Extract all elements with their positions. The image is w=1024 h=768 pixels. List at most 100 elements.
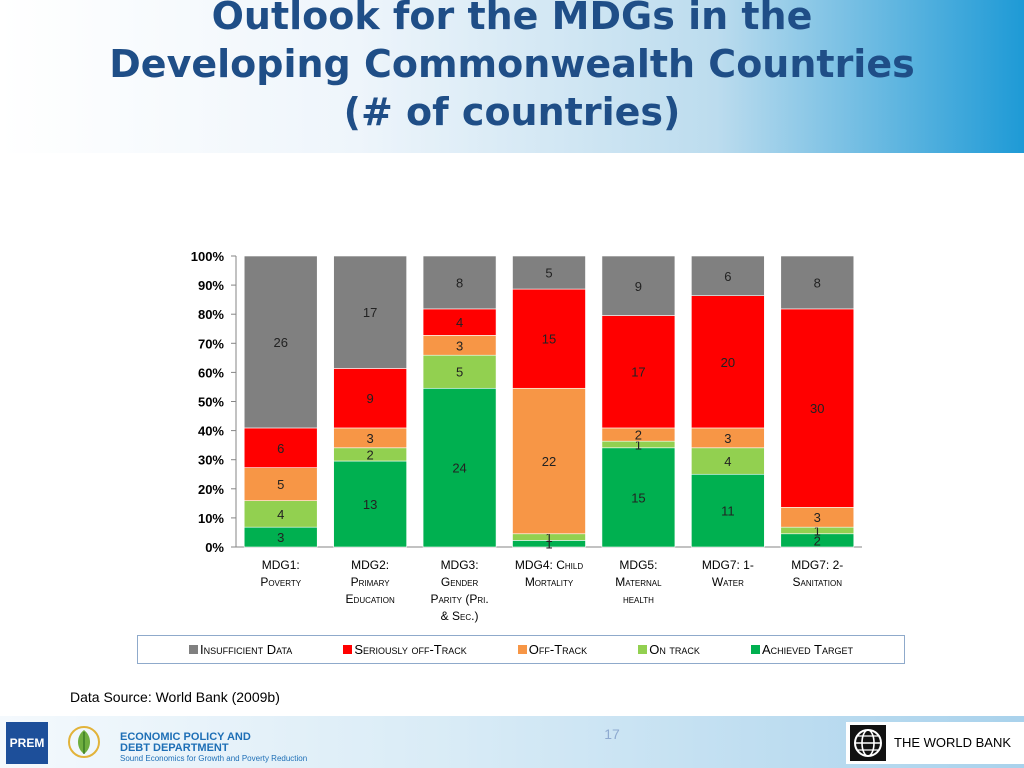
data-label: 11 bbox=[721, 504, 735, 519]
department-line-1: ECONOMIC POLICY AND bbox=[120, 731, 251, 743]
x-category-label: Water bbox=[712, 575, 744, 589]
legend-swatch bbox=[750, 645, 760, 654]
department-name: ECONOMIC POLICY AND DEBT DEPARTMENT Soun… bbox=[120, 732, 307, 764]
bar-segment-achieved-target bbox=[601, 447, 676, 548]
x-category-label: Parity (Pri. bbox=[430, 592, 488, 606]
data-label: 1 bbox=[545, 530, 552, 545]
x-category-label: health bbox=[623, 592, 654, 606]
x-category-label: Poverty bbox=[260, 575, 301, 589]
data-label: 9 bbox=[367, 391, 374, 406]
data-label: 5 bbox=[277, 477, 284, 492]
world-bank-logo: THE WORLD BANK bbox=[846, 722, 1024, 764]
legend-swatch bbox=[189, 645, 199, 654]
y-tick-label: 0% bbox=[205, 540, 224, 555]
y-tick-label: 10% bbox=[198, 511, 224, 526]
x-category-label: MDG4: Child bbox=[515, 558, 583, 572]
y-tick-label: 20% bbox=[198, 482, 224, 497]
y-tick-label: 90% bbox=[198, 278, 224, 293]
y-tick-label: 50% bbox=[198, 395, 224, 410]
data-label: 3 bbox=[724, 431, 731, 446]
chart-legend: Insufficient Data Seriously off-Track Off-… bbox=[137, 635, 905, 664]
slide-title: Outlook for the MDGs in the Developing C… bbox=[0, 0, 1024, 136]
bar-segment-insufficient-data bbox=[601, 255, 676, 316]
data-label: 15 bbox=[542, 332, 556, 347]
x-category-label: MDG3: bbox=[441, 558, 479, 572]
legend-swatch bbox=[343, 645, 353, 654]
data-label: 13 bbox=[363, 497, 377, 512]
world-bank-name: THE WORLD BANK bbox=[894, 735, 1012, 750]
y-tick-label: 60% bbox=[198, 365, 224, 380]
legend-label: Insufficient Data bbox=[200, 642, 293, 657]
data-label: 6 bbox=[277, 441, 284, 456]
leaf-logo-icon bbox=[68, 726, 100, 758]
title-line-1: Outlook for the MDGs in the bbox=[211, 0, 813, 38]
y-tick-label: 100% bbox=[191, 249, 225, 264]
data-label: 1 bbox=[545, 537, 552, 552]
bar-segment-seriously-off-track bbox=[333, 368, 407, 429]
bar-segment-seriously-off-track bbox=[601, 315, 676, 429]
bar-segment-seriously-off-track bbox=[780, 308, 855, 508]
y-tick-label: 80% bbox=[198, 307, 224, 322]
title-banner: Outlook for the MDGs in the Developing C… bbox=[0, 0, 1024, 153]
bar-segment-insufficient-data bbox=[333, 255, 407, 369]
title-line-2: Developing Commonwealth Countries bbox=[109, 42, 915, 86]
legend-label: Achieved Target bbox=[761, 642, 853, 657]
x-category-label: Maternal bbox=[615, 575, 662, 589]
bar-segment-off-track bbox=[243, 467, 318, 502]
legend-item: Seriously off-Track bbox=[343, 642, 467, 657]
x-category-label: Mortality bbox=[525, 575, 574, 589]
data-label: 4 bbox=[277, 507, 284, 522]
x-category-label: & Sec.) bbox=[441, 609, 479, 623]
data-label: 6 bbox=[724, 269, 731, 284]
x-category-label: Sanitation bbox=[793, 575, 843, 589]
x-category-label: MDG2: bbox=[351, 558, 389, 572]
legend-label: On track bbox=[649, 642, 700, 657]
data-label: 3 bbox=[367, 431, 374, 446]
x-category-label: MDG7: 1- bbox=[702, 558, 754, 572]
bar-segment-insufficient-data bbox=[691, 255, 765, 296]
x-category-label: MDG5: bbox=[619, 558, 657, 572]
legend-label: Off-Track bbox=[528, 642, 588, 657]
prem-logo: PREM bbox=[6, 722, 48, 764]
data-label: 30 bbox=[810, 401, 824, 416]
legend-item: Insufficient Data bbox=[189, 642, 292, 657]
bar-segment-off-track bbox=[512, 387, 586, 535]
bar-segment-insufficient-data bbox=[243, 255, 318, 429]
bar-segment-insufficient-data bbox=[422, 255, 497, 310]
data-label: 17 bbox=[363, 305, 377, 320]
x-category-label: Primary bbox=[351, 575, 391, 589]
y-tick-label: 70% bbox=[198, 336, 224, 351]
data-label: 3 bbox=[814, 510, 821, 525]
data-label: 24 bbox=[452, 461, 466, 476]
data-label: 9 bbox=[635, 279, 642, 294]
legend-swatch bbox=[638, 645, 648, 654]
data-label: 17 bbox=[631, 365, 645, 380]
legend-item: On track bbox=[638, 642, 700, 657]
data-label: 2 bbox=[635, 428, 642, 443]
x-category-label: Education bbox=[346, 592, 395, 606]
bar-segment-seriously-off-track bbox=[512, 288, 586, 389]
globe-icon bbox=[850, 725, 886, 761]
data-label: 26 bbox=[273, 335, 287, 350]
data-label: 4 bbox=[456, 315, 463, 330]
bar-segment-insufficient-data bbox=[512, 255, 586, 290]
data-label: 5 bbox=[545, 266, 552, 281]
data-label: 2 bbox=[814, 533, 821, 548]
y-tick-label: 40% bbox=[198, 424, 224, 439]
bar-segment-insufficient-data bbox=[780, 255, 855, 310]
data-label: 8 bbox=[814, 275, 821, 290]
bar-segment-seriously-off-track bbox=[691, 295, 765, 429]
legend-item: Achieved Target bbox=[750, 642, 853, 657]
department-line-2: DEBT DEPARTMENT bbox=[120, 742, 229, 754]
data-source: Data Source: World Bank (2009b) bbox=[70, 689, 280, 705]
data-label: 2 bbox=[367, 447, 374, 462]
data-label: 3 bbox=[277, 530, 284, 545]
legend-item: Off-Track bbox=[517, 642, 588, 657]
data-label: 4 bbox=[724, 454, 731, 469]
bar-segment-on-track bbox=[243, 500, 318, 528]
department-tagline: Sound Economics for Growth and Poverty R… bbox=[120, 754, 308, 763]
data-label: 8 bbox=[456, 275, 463, 290]
data-label: 22 bbox=[542, 454, 556, 469]
bar-segment-seriously-off-track bbox=[422, 308, 497, 336]
x-category-label: MDG7: 2- bbox=[791, 558, 843, 572]
